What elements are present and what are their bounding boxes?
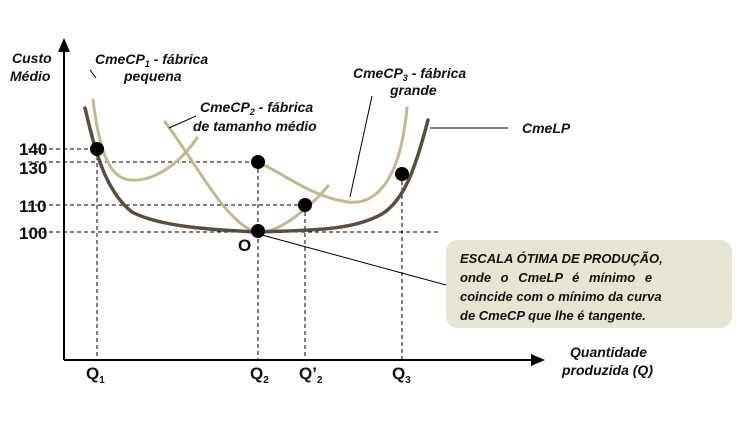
point-q3 — [395, 167, 409, 181]
point-q2-130 — [251, 155, 265, 169]
cmecp2-curve — [163, 120, 330, 234]
callout-line4: de CmeCP que lhe é tangente. — [460, 308, 646, 323]
x-axis-label-line2: produzida (Q) — [561, 362, 653, 378]
cmecp1-curve — [91, 98, 199, 182]
y-tick-130: 130 — [19, 159, 47, 178]
y-tick-140: 140 — [19, 140, 47, 159]
cmecp3-curve — [256, 106, 409, 204]
y-axis-arrow — [58, 38, 70, 52]
cmecp3-pointer — [349, 95, 373, 198]
point-q2prime-110 — [298, 198, 312, 212]
point-o-100 — [251, 224, 265, 238]
cmecp2-label-line1: CmeCP2 - fábrica — [200, 99, 313, 117]
cmecp3-label-line2: grande — [389, 82, 437, 98]
cmecp2-pointer — [168, 115, 197, 129]
optimal-scale-callout: ESCALA ÓTIMA DE PRODUÇÃO, onde o CmeLP é… — [446, 240, 732, 328]
x-tick-q2: Q2 — [250, 364, 269, 386]
cmecp3-label-line1: CmeCP3 - fábrica — [353, 65, 466, 83]
point-q1-140 — [90, 142, 104, 156]
cmelp-label: CmeLP — [522, 120, 571, 136]
y-tick-100: 100 — [19, 224, 47, 243]
cmecp1-label-line1: CmeCP1 - fábrica — [95, 51, 208, 69]
callout-line3: coincide com o mínimo da curva — [460, 289, 662, 304]
x-tick-q1: Q1 — [86, 364, 105, 386]
y-axis-label-line1: Custo — [12, 50, 52, 66]
callout-line2: onde o CmeLP é mínimo e — [460, 270, 653, 285]
x-axis-arrow — [531, 354, 545, 366]
x-tick-q3: Q3 — [392, 364, 411, 386]
cmecp1-pointer — [89, 69, 97, 79]
y-tick-110: 110 — [19, 197, 46, 216]
callout-line1: ESCALA ÓTIMA DE PRODUÇÃO, — [460, 251, 663, 266]
cmecp1-label-line2: pequena — [123, 68, 182, 84]
x-tick-q2-prime: Q’2 — [299, 364, 323, 386]
point-o-label: O — [238, 236, 251, 255]
y-axis-label-line2: Médio — [10, 68, 51, 84]
cmecp2-label-line2: de tamanho médio — [193, 118, 317, 134]
callout-pointer — [261, 234, 447, 286]
x-axis-label-line1: Quantidade — [570, 344, 647, 360]
